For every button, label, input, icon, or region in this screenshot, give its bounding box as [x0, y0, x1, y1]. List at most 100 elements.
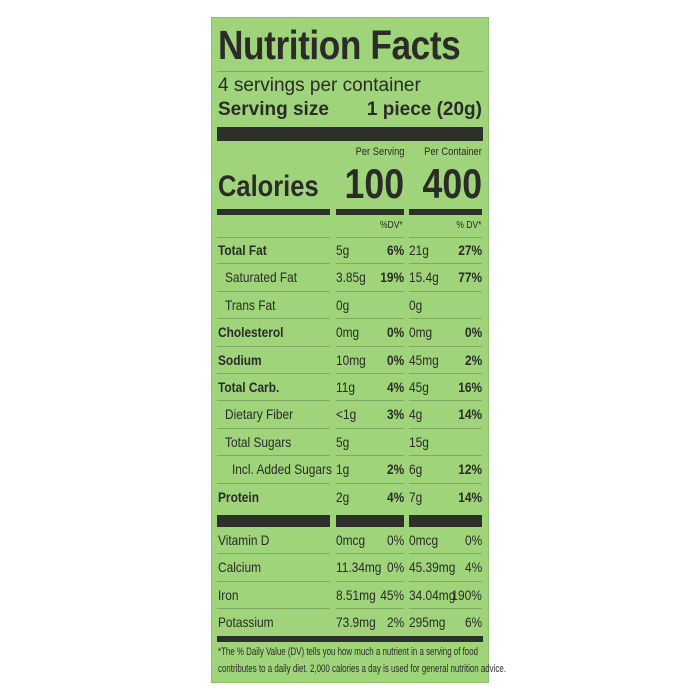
- serving-amount: 0g: [336, 296, 350, 313]
- container-amount: 15.4g: [409, 269, 439, 286]
- calories-per-serving: 100: [344, 160, 404, 207]
- row-divider: [336, 237, 404, 238]
- serving-amount: 73.9mg: [336, 614, 376, 631]
- row-divider: [336, 373, 404, 374]
- calories-bar: [217, 209, 330, 215]
- row-divider: [336, 427, 404, 429]
- footnote-bar: [217, 636, 483, 642]
- row-divider: [409, 237, 482, 238]
- row-divider: [409, 455, 482, 457]
- container-dv: 2%: [464, 351, 482, 368]
- container-amount: 45.39mg: [409, 559, 456, 576]
- container-dv: 27%: [458, 242, 482, 258]
- container-dv: [437, 434, 482, 450]
- footnote-line-1: *The % Daily Value (DV) tells you how mu…: [218, 646, 479, 658]
- container-dv: 4%: [464, 559, 482, 576]
- serving-dv: 3%: [386, 406, 404, 423]
- row-divider: [409, 427, 482, 429]
- container-amount: 21g: [409, 242, 429, 258]
- per-serving-header: Per Serving: [355, 146, 404, 158]
- row-divider: [409, 553, 482, 555]
- calories-per-container: 400: [422, 160, 482, 207]
- row-divider: [336, 455, 404, 457]
- nutrient-name: Total Sugars: [225, 433, 292, 450]
- nutrient-name: Saturated Fat: [225, 269, 298, 286]
- nutrient-name: Protein: [218, 488, 259, 505]
- nutrient-name: Total Carb.: [218, 379, 280, 395]
- row-divider: [409, 482, 482, 484]
- row-divider: [409, 318, 482, 320]
- container-amount: 6g: [409, 461, 423, 478]
- serving-dv: 6%: [386, 242, 404, 258]
- row-divider: [336, 608, 404, 610]
- divider: [217, 71, 483, 72]
- serving-amount: 11.34mg: [336, 559, 382, 576]
- row-divider: [217, 400, 330, 402]
- container-amount: 45mg: [409, 351, 439, 368]
- section-bar: [217, 515, 330, 527]
- container-amount: 295mg: [409, 614, 446, 631]
- calories-bar: [409, 209, 482, 215]
- container-amount: 0g: [409, 296, 423, 313]
- serving-amount: 5g: [336, 242, 350, 258]
- row-divider: [409, 580, 482, 582]
- container-dv: 12%: [458, 461, 482, 478]
- row-divider: [217, 318, 330, 320]
- container-dv: 0%: [464, 324, 482, 341]
- container-amount: 34.04mg: [409, 586, 456, 603]
- dv-header-serving: %DV*: [380, 220, 403, 231]
- row-divider: [409, 608, 482, 610]
- row-divider: [336, 400, 404, 402]
- nutrient-name: Vitamin D: [218, 532, 270, 548]
- container-dv: 16%: [458, 379, 482, 395]
- serving-amount: 3.85g: [336, 269, 366, 286]
- row-divider: [217, 580, 330, 582]
- serving-dv: 45%: [380, 586, 404, 603]
- row-divider: [409, 263, 482, 265]
- row-divider: [217, 482, 330, 484]
- row-divider: [336, 345, 404, 347]
- serving-dv: [362, 434, 404, 450]
- nutrient-name: Potassium: [218, 614, 274, 631]
- serving-dv: 0%: [386, 532, 404, 548]
- section-bar: [409, 515, 482, 527]
- serving-dv: 4%: [386, 379, 404, 395]
- row-divider: [217, 608, 330, 610]
- row-divider: [217, 237, 330, 238]
- row-divider: [336, 318, 404, 320]
- row-divider: [336, 482, 404, 484]
- serving-dv: 19%: [380, 269, 404, 286]
- container-dv: 77%: [458, 269, 482, 286]
- calories-bar: [336, 209, 404, 215]
- label-title: Nutrition Facts: [218, 22, 461, 68]
- serving-dv: [362, 297, 404, 313]
- container-amount: 4g: [409, 406, 423, 423]
- serving-amount: 5g: [336, 433, 350, 450]
- serving-dv: 4%: [386, 488, 404, 505]
- container-amount: 45g: [409, 379, 429, 395]
- container-amount: 15g: [409, 433, 429, 450]
- row-divider: [217, 373, 330, 374]
- row-divider: [217, 290, 330, 292]
- row-divider: [409, 290, 482, 292]
- dv-header-container: % DV*: [455, 220, 481, 231]
- row-divider: [217, 455, 330, 457]
- serving-dv: 0%: [386, 351, 404, 368]
- serving-dv: 2%: [386, 614, 404, 631]
- nutrient-name: Trans Fat: [225, 296, 276, 313]
- calories-label: Calories: [218, 170, 319, 203]
- row-divider: [217, 427, 330, 429]
- nutrient-name: Iron: [218, 586, 239, 603]
- row-divider: [217, 345, 330, 347]
- container-amount: 7g: [409, 488, 423, 505]
- thick-bar: [217, 127, 483, 141]
- nutrient-name: Sodium: [218, 351, 262, 368]
- serving-amount: 2g: [336, 488, 350, 505]
- serving-size-label: Serving size: [218, 99, 329, 120]
- container-dv: 0%: [464, 532, 482, 548]
- servings-per-container: 4 servings per container: [218, 75, 421, 96]
- container-amount: 0mcg: [409, 532, 439, 548]
- container-dv: 14%: [458, 406, 482, 423]
- nutrient-name: Incl. Added Sugars: [232, 461, 332, 478]
- serving-amount: 0mg: [336, 324, 360, 341]
